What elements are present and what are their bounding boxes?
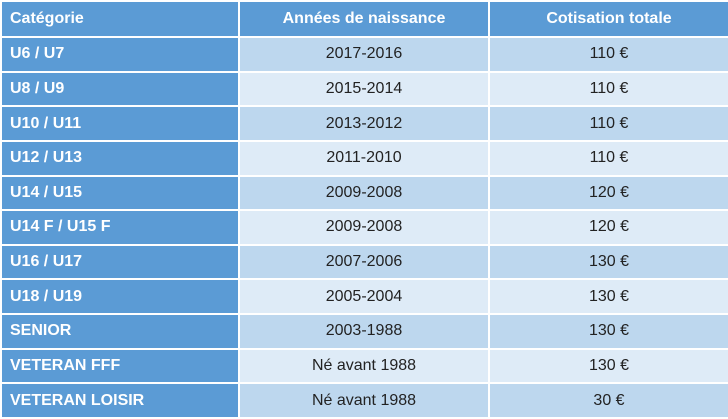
cell-fee: 110 € — [490, 38, 728, 71]
cell-birth-years: Né avant 1988 — [240, 349, 488, 383]
cell-category: U12 / U13 — [2, 141, 238, 175]
cell-category: U16 / U17 — [2, 245, 238, 279]
table-row: U14 / U15 2009-2008 120 € — [2, 176, 728, 210]
table-row: U12 / U13 2011-2010 110 € — [2, 141, 728, 175]
cell-birth-years: 2017-2016 — [240, 38, 488, 71]
cell-fee: 30 € — [490, 384, 728, 417]
cell-category: U6 / U7 — [2, 38, 238, 71]
header-birth-years: Années de naissance — [240, 2, 488, 36]
cell-fee: 110 € — [490, 141, 728, 175]
header-total-fee: Cotisation totale — [490, 2, 728, 36]
cell-category: SENIOR — [2, 315, 238, 348]
table-header-row: Catégorie Années de naissance Cotisation… — [2, 2, 728, 36]
cell-birth-years: Né avant 1988 — [240, 384, 488, 417]
cell-birth-years: 2009-2008 — [240, 211, 488, 244]
cell-category: VETERAN LOISIR — [2, 384, 238, 417]
table-row: VETERAN FFF Né avant 1988 130 € — [2, 349, 728, 383]
table-row: VETERAN LOISIR Né avant 1988 30 € — [2, 384, 728, 417]
table-row: U14 F / U15 F 2009-2008 120 € — [2, 211, 728, 244]
cell-birth-years: 2007-2006 — [240, 245, 488, 279]
table-row: U10 / U11 2013-2012 110 € — [2, 107, 728, 140]
cell-category: U10 / U11 — [2, 107, 238, 140]
cell-birth-years: 2011-2010 — [240, 141, 488, 175]
cell-category: U8 / U9 — [2, 72, 238, 106]
cell-birth-years: 2009-2008 — [240, 176, 488, 210]
table-row: SENIOR 2003-1988 130 € — [2, 315, 728, 348]
cell-fee: 130 € — [490, 245, 728, 279]
cell-fee: 110 € — [490, 72, 728, 106]
cell-birth-years: 2015-2014 — [240, 72, 488, 106]
cell-fee: 120 € — [490, 211, 728, 244]
cell-birth-years: 2013-2012 — [240, 107, 488, 140]
cell-birth-years: 2005-2004 — [240, 280, 488, 313]
table-row: U8 / U9 2015-2014 110 € — [2, 72, 728, 106]
cell-category: VETERAN FFF — [2, 349, 238, 383]
header-category: Catégorie — [2, 2, 238, 36]
cell-category: U18 / U19 — [2, 280, 238, 313]
cell-fee: 120 € — [490, 176, 728, 210]
cell-birth-years: 2003-1988 — [240, 315, 488, 348]
cell-fee: 110 € — [490, 107, 728, 140]
cell-fee: 130 € — [490, 280, 728, 313]
cell-category: U14 F / U15 F — [2, 211, 238, 244]
cell-fee: 130 € — [490, 349, 728, 383]
table-row: U16 / U17 2007-2006 130 € — [2, 245, 728, 279]
cell-category: U14 / U15 — [2, 176, 238, 210]
table-row: U6 / U7 2017-2016 110 € — [2, 38, 728, 71]
cell-fee: 130 € — [490, 315, 728, 348]
table-row: U18 / U19 2005-2004 130 € — [2, 280, 728, 313]
